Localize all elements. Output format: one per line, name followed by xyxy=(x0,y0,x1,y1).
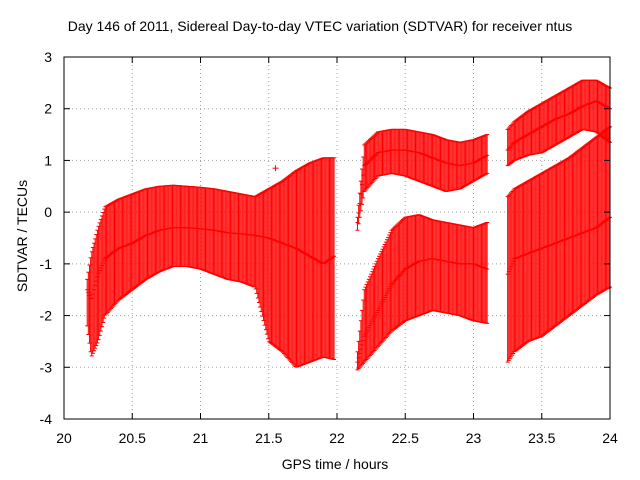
x-tick-label: 24 xyxy=(602,430,618,446)
x-tick-label: 23.5 xyxy=(528,430,555,446)
series-2 xyxy=(355,214,490,371)
data-series xyxy=(85,79,612,371)
x-tick-label: 23 xyxy=(466,430,482,446)
x-tick-label: 20 xyxy=(56,430,72,446)
outlier-point xyxy=(272,165,279,172)
chart-title: Day 146 of 2011, Sidereal Day-to-day VTE… xyxy=(67,18,573,34)
x-tick-label: 20.5 xyxy=(119,430,146,446)
series-3 xyxy=(355,128,490,231)
x-tick-label: 22.5 xyxy=(392,430,419,446)
x-tick-label: 21.5 xyxy=(255,430,282,446)
y-tick-label: 3 xyxy=(44,49,52,65)
series-5 xyxy=(505,79,612,167)
y-tick-label: 2 xyxy=(44,101,52,117)
series-1 xyxy=(85,157,337,368)
y-tick-label: 1 xyxy=(44,152,52,168)
y-tick-label: -1 xyxy=(40,256,53,272)
series-4 xyxy=(505,126,612,363)
y-tick-label: 0 xyxy=(44,204,52,220)
x-tick-label: 21 xyxy=(193,430,209,446)
y-tick-label: -4 xyxy=(40,411,53,427)
y-tick-label: -2 xyxy=(40,308,53,324)
y-tick-label: -3 xyxy=(40,359,53,375)
x-axis-label: GPS time / hours xyxy=(281,456,389,472)
x-tick-label: 22 xyxy=(329,430,345,446)
